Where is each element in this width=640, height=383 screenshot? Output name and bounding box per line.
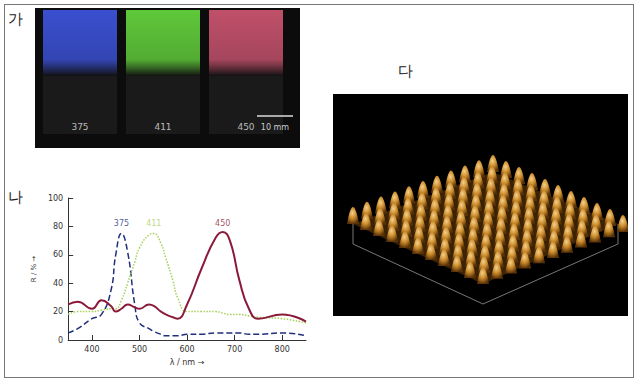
svg-text:40: 40 — [53, 279, 63, 288]
svg-text:R / % →: R / % → — [30, 256, 38, 283]
html-text:가: 가 — [8, 10, 23, 28]
svg-text:10 mm: 10 mm — [261, 123, 290, 132]
svg-text:375: 375 — [114, 219, 129, 228]
svg-text:450: 450 — [237, 122, 254, 132]
svg-text:λ / nm →: λ / nm → — [170, 358, 205, 367]
svg-text:400: 400 — [84, 345, 99, 354]
svg-text:411: 411 — [146, 219, 161, 228]
svg-text:0: 0 — [58, 336, 63, 345]
svg-text:500: 500 — [132, 345, 147, 354]
svg-text:375: 375 — [71, 122, 88, 132]
svg-text:411: 411 — [154, 122, 171, 132]
svg-text:100: 100 — [48, 194, 63, 203]
svg-text:450: 450 — [215, 219, 230, 228]
svg-text:80: 80 — [53, 222, 63, 231]
html-text:나: 나 — [8, 188, 23, 206]
svg-text:60: 60 — [53, 250, 63, 259]
html-text:다: 다 — [398, 62, 413, 80]
svg-text:20: 20 — [53, 307, 63, 316]
svg-text:700: 700 — [227, 345, 242, 354]
svg-text:600: 600 — [179, 345, 194, 354]
svg-text:800: 800 — [275, 345, 290, 354]
